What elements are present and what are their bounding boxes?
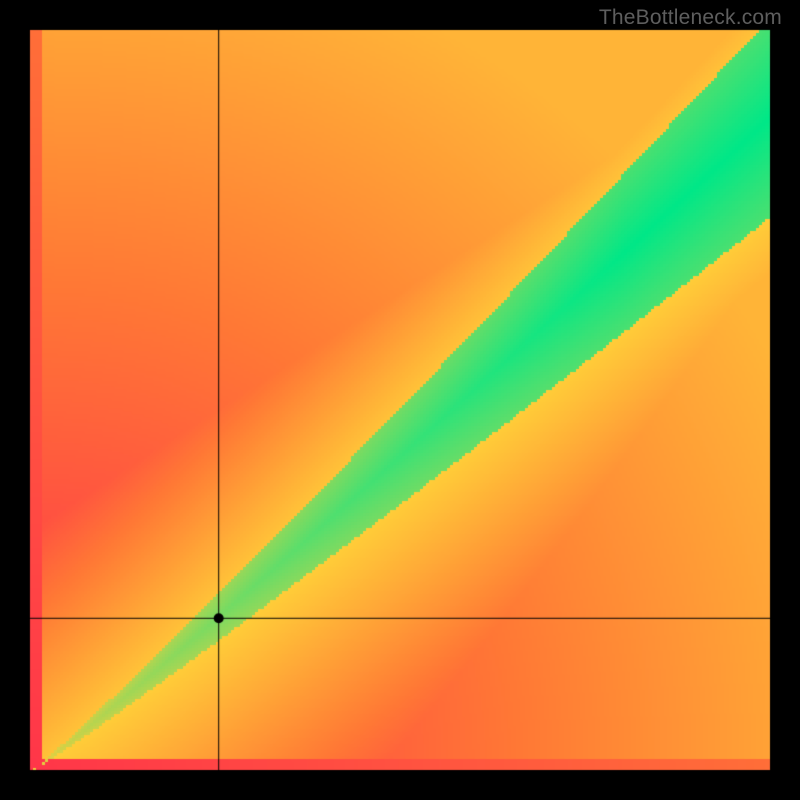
bottleneck-heatmap [0, 0, 800, 800]
watermark-text: TheBottleneck.com [599, 6, 782, 30]
